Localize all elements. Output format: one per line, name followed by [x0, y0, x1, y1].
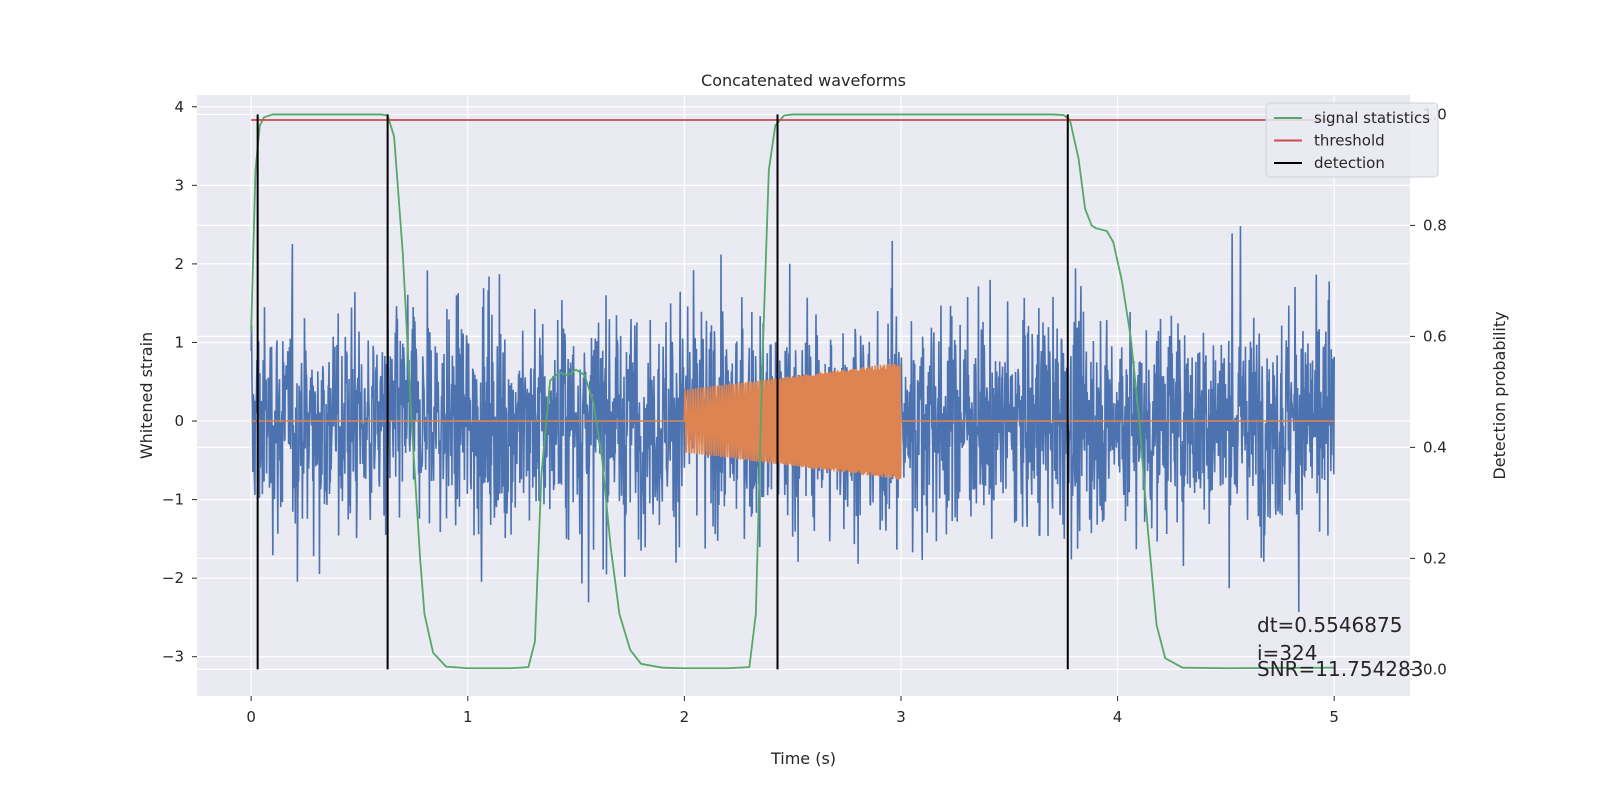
annotation-0: dt=0.5546875: [1257, 613, 1402, 637]
x-axis-ticks: 0 1 2 3 4 5: [246, 696, 1339, 726]
y2-axis-ticks: 0.00.20.40.60.81.0: [1410, 105, 1447, 678]
y-tick-label-4: 1: [174, 333, 184, 351]
legend-label-1: threshold: [1314, 132, 1385, 150]
y2-axis-label: Detection probability: [1490, 311, 1509, 479]
chirp-line: [251, 363, 1335, 480]
x-tick-label-1: 1: [463, 708, 473, 726]
x-tick-label-4: 4: [1113, 708, 1123, 726]
series-injected-waveform: [251, 363, 1335, 480]
y2-tick-label-0: 0.0: [1423, 660, 1447, 678]
y-axis-ticks: −3 −2 −1 0 1 2 3 4: [162, 98, 197, 666]
y-tick-label-2: −1: [162, 491, 184, 509]
y2-tick-label-2: 0.4: [1423, 438, 1447, 456]
series-detection: [256, 114, 1069, 670]
annotation-1: i=324: [1257, 641, 1318, 665]
y-tick-label-0: −3: [162, 648, 184, 666]
series-whitened-strain: [250, 226, 1335, 612]
y-tick-label-3: 0: [174, 412, 184, 430]
y-tick-label-6: 3: [174, 176, 184, 194]
x-tick-label-5: 5: [1329, 708, 1339, 726]
y-axis-label: Whitened strain: [137, 332, 156, 459]
y2-tick-label-4: 0.8: [1423, 216, 1447, 234]
x-tick-label-2: 2: [680, 708, 690, 726]
legend-label-0: signal statistics: [1314, 109, 1430, 127]
legend-box: [1265, 102, 1439, 178]
noise-line: [250, 226, 1335, 612]
x-tick-label-3: 3: [896, 708, 906, 726]
y2-tick-label-1: 0.2: [1423, 549, 1447, 567]
y-tick-label-7: 4: [174, 98, 184, 116]
annotation-2: SNR=11.754283: [1257, 657, 1423, 681]
y2-tick-label-3: 0.6: [1423, 327, 1447, 345]
series-signal-statistics: [250, 113, 1335, 670]
legend: signal statistics threshold detection: [1265, 102, 1439, 178]
x-tick-label-0: 0: [246, 708, 256, 726]
signal-statistics-line: [250, 113, 1335, 670]
y-tick-label-5: 2: [174, 255, 184, 273]
chart-title: Concatenated waveforms: [701, 71, 906, 90]
x-axis-label: Time (s): [770, 749, 836, 768]
legend-label-2: detection: [1314, 154, 1385, 172]
y-tick-label-1: −2: [162, 569, 184, 587]
